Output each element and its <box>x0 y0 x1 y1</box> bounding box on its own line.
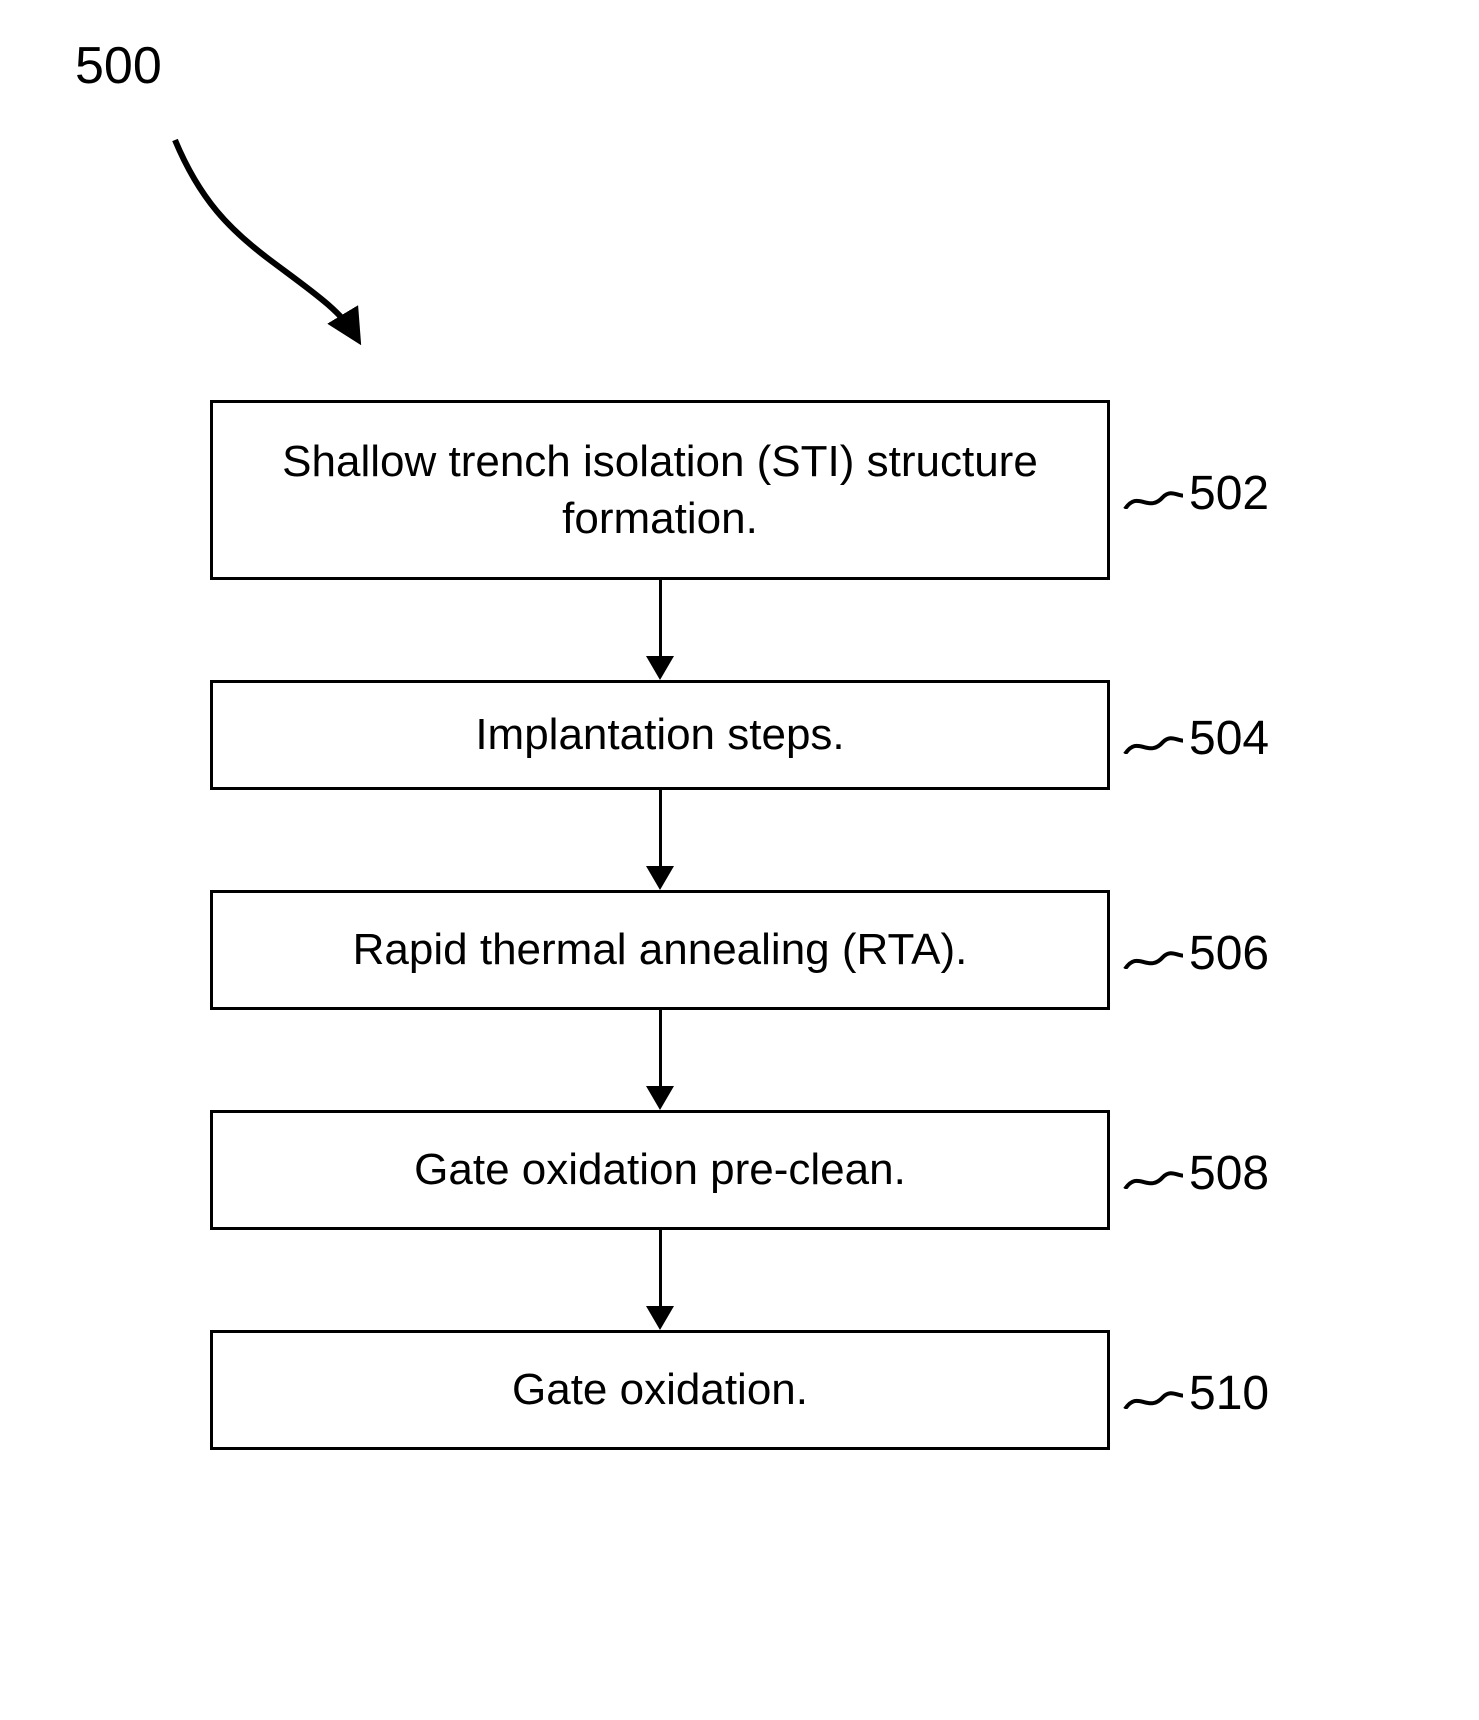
chevron-down-icon <box>646 656 674 680</box>
flow-step: Gate oxidation.510 <box>210 1330 1110 1450</box>
flow-step-text: Gate oxidation pre-clean. <box>414 1141 906 1198</box>
flow-connector <box>210 580 1110 680</box>
squiggle-icon <box>1123 479 1183 509</box>
squiggle-icon <box>1123 939 1183 969</box>
flow-step-text: Shallow trench isolation (STI) structure… <box>253 433 1067 547</box>
flow-step: Gate oxidation pre-clean.508 <box>210 1110 1110 1230</box>
flow-step-ref-label: 504 <box>1189 708 1269 770</box>
flow-step-ref: 502 <box>1123 463 1269 525</box>
flow-step-text: Rapid thermal annealing (RTA). <box>353 921 968 978</box>
flow-step-ref: 508 <box>1123 1143 1269 1205</box>
squiggle-icon <box>1123 1159 1183 1189</box>
pointer-curve <box>175 140 355 335</box>
flow-connector <box>210 1230 1110 1330</box>
connector-line <box>659 580 662 656</box>
flow-step: Implantation steps.504 <box>210 680 1110 790</box>
connector-line <box>659 1230 662 1306</box>
flow-step-text: Implantation steps. <box>475 706 844 763</box>
flowchart-container: Shallow trench isolation (STI) structure… <box>210 400 1110 1450</box>
flow-step-ref: 506 <box>1123 923 1269 985</box>
flow-step-text: Gate oxidation. <box>512 1361 808 1418</box>
flow-step-ref-label: 508 <box>1189 1143 1269 1205</box>
chevron-down-icon <box>646 1086 674 1110</box>
chevron-down-icon <box>646 866 674 890</box>
chevron-down-icon <box>646 1306 674 1330</box>
flow-step-ref: 504 <box>1123 708 1269 770</box>
flow-step: Shallow trench isolation (STI) structure… <box>210 400 1110 580</box>
connector-line <box>659 790 662 866</box>
flow-connector <box>210 1010 1110 1110</box>
flow-step-ref-label: 510 <box>1189 1363 1269 1425</box>
connector-line <box>659 1010 662 1086</box>
pointer-arrow-svg <box>0 0 400 380</box>
flow-step-ref: 510 <box>1123 1363 1269 1425</box>
flow-step-ref-label: 502 <box>1189 463 1269 525</box>
squiggle-icon <box>1123 724 1183 754</box>
flow-connector <box>210 790 1110 890</box>
flow-step: Rapid thermal annealing (RTA).506 <box>210 890 1110 1010</box>
flow-step-ref-label: 506 <box>1189 923 1269 985</box>
squiggle-icon <box>1123 1379 1183 1409</box>
